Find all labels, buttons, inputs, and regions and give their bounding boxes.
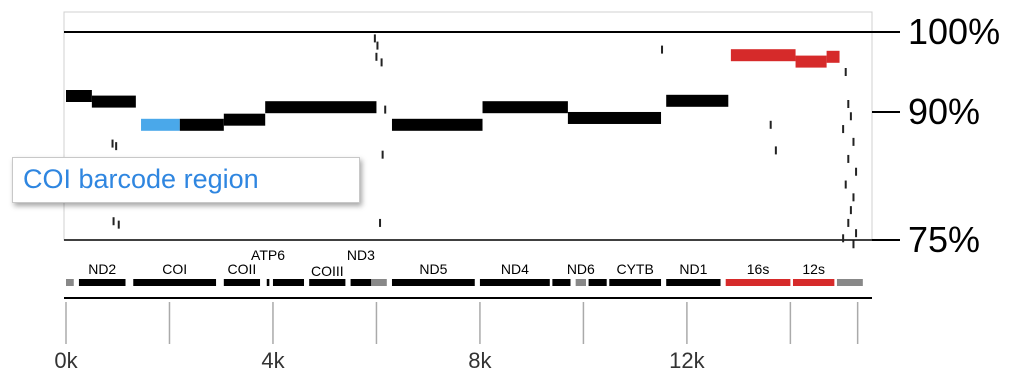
scatter-marks	[111, 34, 858, 249]
segment-6	[391, 118, 483, 131]
gene-label-10: ND4	[501, 261, 529, 277]
y-tick-labels: 100% 90% 75%	[908, 11, 1000, 260]
gene-label-2: COI	[162, 261, 187, 277]
mark-9	[115, 142, 118, 151]
gene-block-11	[552, 279, 571, 286]
segment-11	[795, 55, 827, 68]
gene-block-17	[792, 279, 835, 286]
segment-5	[265, 101, 377, 114]
segment-12	[826, 50, 840, 63]
gene-block-3	[223, 279, 261, 286]
mark-1	[376, 41, 379, 50]
gene-block-10	[479, 279, 550, 286]
gene-label-16: 16s	[747, 261, 770, 277]
mark-2	[375, 52, 378, 61]
gene-label-17: 12s	[802, 261, 825, 277]
mark-15	[847, 100, 850, 108]
gene-label-7: ND3	[347, 247, 375, 263]
x-tick-label-2: 4k	[261, 348, 285, 373]
gene-block-5	[272, 279, 305, 286]
gene-block-14	[609, 279, 662, 286]
gene-block-1	[78, 279, 126, 286]
gene-label-6: COIII	[311, 263, 344, 279]
gene-label-1: ND2	[88, 261, 116, 277]
mark-7	[379, 218, 382, 227]
gene-label-9: ND5	[419, 261, 447, 277]
mark-0	[373, 34, 376, 43]
mark-6	[381, 150, 384, 159]
coi-barcode-label: COI barcode region	[23, 164, 259, 194]
mark-3	[380, 58, 383, 67]
identity-segments	[66, 49, 840, 131]
segment-8	[567, 111, 662, 124]
gene-block-2	[133, 279, 217, 286]
segment-4	[223, 113, 266, 126]
gene-block-7	[350, 279, 372, 286]
segment-1	[91, 95, 136, 108]
mark-20	[855, 167, 858, 176]
mark-16	[849, 112, 852, 121]
gene-block-18	[836, 279, 863, 286]
gene-label-3: COII	[228, 261, 257, 277]
mark-8	[111, 139, 114, 148]
gene-block-0	[66, 279, 74, 286]
x-axis-ticks: 0k 4k 8k 12k	[54, 302, 859, 373]
gene-block-15	[666, 279, 721, 286]
gene-block-6	[309, 279, 346, 286]
x-tick-label-0: 0k	[54, 348, 78, 373]
mark-22	[852, 193, 855, 202]
segment-0	[66, 90, 92, 102]
segment-2	[141, 118, 180, 131]
segment-9	[666, 94, 729, 107]
coi-barcode-callout: COI barcode region	[12, 157, 360, 203]
segment-3	[179, 118, 224, 131]
mark-24	[847, 218, 850, 227]
mark-5	[384, 105, 387, 114]
mark-23	[849, 206, 852, 215]
mark-25	[855, 229, 858, 238]
gene-label-14: CYTB	[616, 261, 653, 277]
gene-block-4	[266, 279, 270, 286]
segment-10	[730, 49, 796, 62]
mark-12	[769, 120, 772, 129]
mark-10	[112, 217, 115, 226]
gene-label-15: ND1	[679, 261, 707, 277]
y-tick-label-1: 90%	[908, 91, 980, 132]
gene-block-8	[371, 279, 387, 286]
mark-11	[117, 220, 120, 229]
mark-13	[774, 146, 777, 155]
x-tick-label-4: 8k	[468, 348, 492, 373]
gene-block-9	[391, 279, 475, 286]
mark-4	[661, 45, 664, 54]
mark-17	[842, 125, 845, 134]
mark-18	[852, 137, 855, 146]
gene-block-16	[725, 279, 791, 286]
gene-label-12: ND6	[567, 261, 595, 277]
mark-26	[842, 234, 845, 243]
x-tick-label-6: 12k	[669, 348, 705, 373]
gene-block-13	[588, 279, 607, 286]
y-tick-label-2: 75%	[908, 219, 980, 260]
gene-label-4: ATP6	[251, 247, 285, 263]
mark-21	[844, 180, 847, 189]
y-tick-label-0: 100%	[908, 11, 1000, 52]
gene-block-12	[575, 279, 587, 286]
mark-19	[847, 154, 850, 163]
segment-7	[482, 101, 568, 114]
mark-27	[852, 240, 855, 249]
mark-14	[844, 68, 847, 76]
